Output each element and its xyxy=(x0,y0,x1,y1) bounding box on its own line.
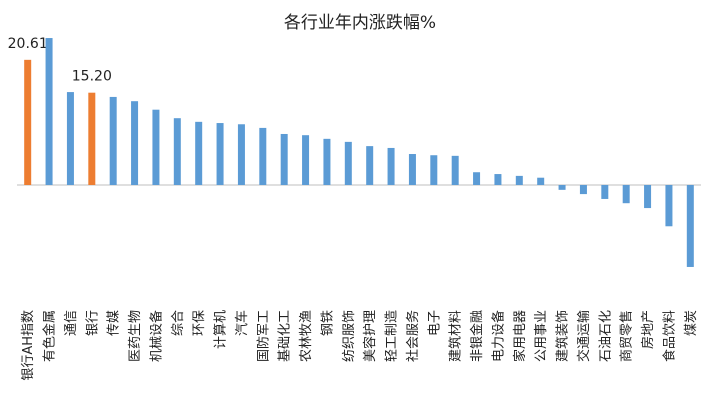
bar xyxy=(323,138,331,185)
x-tick-label: 纺织服饰 xyxy=(342,310,357,362)
bar xyxy=(366,146,374,185)
x-tick-label: 煤炭 xyxy=(684,310,699,336)
x-tick-label: 美容护理 xyxy=(362,310,378,362)
bar xyxy=(579,184,587,195)
x-tick-label: 交通运输 xyxy=(576,310,592,362)
bar xyxy=(387,147,395,185)
bar xyxy=(88,92,96,185)
x-tick-label: 商贸零售 xyxy=(619,310,635,362)
bar xyxy=(686,184,694,267)
bar xyxy=(302,135,310,185)
x-tick-label: 通信 xyxy=(64,310,79,336)
x-tick-label: 基础化工 xyxy=(278,310,293,362)
bar xyxy=(259,127,267,185)
bar xyxy=(622,184,630,204)
x-tick-label: 家用电器 xyxy=(512,310,528,362)
x-tick-label: 计算机 xyxy=(214,310,229,349)
x-tick-label: 电力设备 xyxy=(490,310,506,362)
x-tick-label: 传媒 xyxy=(107,310,122,336)
bar xyxy=(494,174,502,185)
x-tick-label: 石油石化 xyxy=(598,310,613,362)
x-tick-label: 非银金融 xyxy=(469,310,485,362)
x-tick-label: 机械设备 xyxy=(148,310,164,362)
bar xyxy=(558,184,566,190)
x-tick-label: 国防军工 xyxy=(255,310,271,362)
x-tick-label: 银行AH指数 xyxy=(21,310,36,381)
x-tick-label: 建筑材料 xyxy=(448,310,464,362)
bar xyxy=(515,175,523,185)
bar xyxy=(237,124,245,185)
chart-title: 各行业年内涨跌幅% xyxy=(284,13,436,33)
value-label: 20.61 xyxy=(8,36,48,52)
bar xyxy=(109,96,117,185)
x-tick-label: 汽车 xyxy=(234,310,250,336)
bar xyxy=(131,101,139,185)
x-tick-label: 综合 xyxy=(171,310,186,336)
bar xyxy=(665,184,673,227)
x-tick-label: 有色金属 xyxy=(42,310,58,362)
x-tick-label: 钢铁 xyxy=(320,310,335,336)
bar xyxy=(430,155,438,185)
x-tick-label: 环保 xyxy=(192,310,207,336)
x-tick-label: 公用事业 xyxy=(534,310,549,362)
x-tick-label: 社会服务 xyxy=(405,310,421,362)
bar xyxy=(45,38,53,185)
x-tick-label: 电子 xyxy=(427,310,442,336)
x-tick-label: 房地产 xyxy=(640,310,656,349)
bar xyxy=(66,92,74,185)
bar xyxy=(537,177,545,185)
bar xyxy=(451,155,459,185)
bar xyxy=(216,123,224,185)
bar xyxy=(601,184,609,199)
bar xyxy=(644,184,652,209)
x-tick-label: 轻工制造 xyxy=(385,310,400,362)
x-tick-label: 银行 xyxy=(85,310,100,336)
bar xyxy=(344,141,352,185)
bar xyxy=(408,154,416,185)
x-tick-label: 医药生物 xyxy=(128,310,143,362)
bar xyxy=(152,109,160,185)
bar xyxy=(473,172,481,185)
x-tick-label: 食品饮料 xyxy=(661,310,677,362)
bar xyxy=(24,59,32,185)
x-tick-label: 建筑装饰 xyxy=(555,310,571,362)
bar xyxy=(280,133,288,185)
bar xyxy=(195,121,203,185)
value-label: 15.20 xyxy=(72,69,112,85)
x-tick-label: 农林牧渔 xyxy=(299,310,314,362)
bar xyxy=(173,118,181,185)
